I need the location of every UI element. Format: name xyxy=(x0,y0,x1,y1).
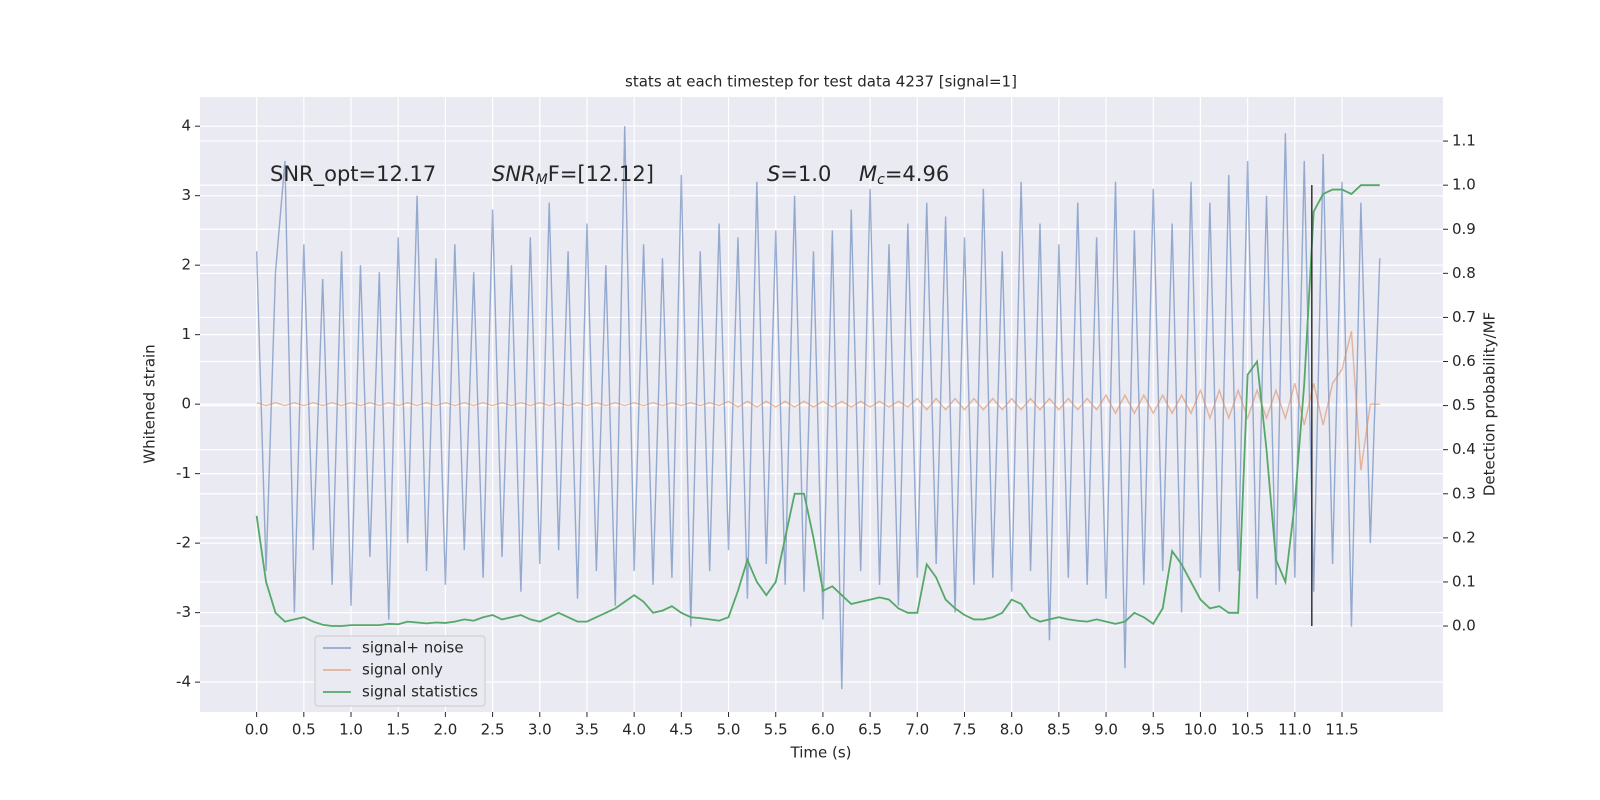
annotation-sub: c xyxy=(877,172,885,188)
x-tick-label: 9.5 xyxy=(1141,721,1165,739)
legend-label: signal only xyxy=(362,661,443,679)
y2-tick-label: 0.1 xyxy=(1452,572,1476,590)
y2-tick-label: 0.5 xyxy=(1452,396,1476,414)
annotation-tail: F=[12.12] xyxy=(548,162,654,186)
annotation: SNR_opt=12.17 xyxy=(270,162,436,187)
y2-axis-label: Detection probability/MF xyxy=(1481,312,1499,496)
x-tick-label: 2.5 xyxy=(481,721,505,739)
x-tick-label: 9.0 xyxy=(1094,721,1118,739)
x-tick-label: 3.5 xyxy=(575,721,599,739)
annotation-tail: =1.0 xyxy=(780,162,831,186)
series-line xyxy=(255,126,1381,690)
x-tick-label: 10.5 xyxy=(1231,721,1264,739)
legend-label: signal statistics xyxy=(362,683,478,701)
annotation-tail: =4.96 xyxy=(885,162,949,186)
y2-tick-label: 0.6 xyxy=(1452,352,1476,370)
annotation-text: M xyxy=(859,162,877,186)
x-tick-label: 5.5 xyxy=(764,721,788,739)
x-tick-label: 8.0 xyxy=(1000,721,1024,739)
series-line xyxy=(255,184,1380,627)
y2-tick-label: 0.4 xyxy=(1452,440,1476,458)
x-axis-label: Time (s) xyxy=(790,744,852,762)
y2-tick-label: 0.7 xyxy=(1452,308,1476,326)
y-tick-label: -3 xyxy=(176,603,191,621)
x-tick-label: 6.5 xyxy=(858,721,882,739)
x-tick-label: 8.5 xyxy=(1047,721,1071,739)
y2-tick-label: 0.0 xyxy=(1452,617,1476,635)
y2-tick-label: 0.9 xyxy=(1452,220,1476,238)
legend-label: signal+ noise xyxy=(362,639,464,657)
y-tick-label: 3 xyxy=(181,186,191,204)
y-tick-label: 4 xyxy=(181,117,191,135)
x-tick-label: 11.5 xyxy=(1325,721,1358,739)
annotation: Mc=4.96 xyxy=(859,162,949,188)
x-tick-label: 10.0 xyxy=(1184,721,1217,739)
y-tick-label: -2 xyxy=(176,534,191,552)
y-tick-label: -4 xyxy=(176,673,191,691)
series-line xyxy=(256,331,1380,471)
legend-box xyxy=(314,635,486,707)
x-tick-label: 0.5 xyxy=(292,721,316,739)
annotation-text: SNR_opt=12.17 xyxy=(270,162,436,187)
x-tick-label: 4.5 xyxy=(669,721,693,739)
y-tick-label: 1 xyxy=(181,325,191,343)
x-tick-label: 6.0 xyxy=(811,721,835,739)
chart-title: stats at each timestep for test data 423… xyxy=(625,73,1017,91)
x-tick-label: 3.0 xyxy=(528,721,552,739)
y-tick-label: 0 xyxy=(181,395,191,413)
x-tick-label: 0.0 xyxy=(245,721,269,739)
annotation-text: S xyxy=(767,162,780,186)
x-tick-label: 11.0 xyxy=(1278,721,1311,739)
x-tick-label: 5.0 xyxy=(717,721,741,739)
annotation: SNRMF=[12.12] xyxy=(492,162,654,188)
y2-tick-label: 0.8 xyxy=(1452,264,1476,282)
y2-tick-label: 0.3 xyxy=(1452,484,1476,502)
annotation: S=1.0 xyxy=(767,162,831,186)
x-tick-label: 7.5 xyxy=(953,721,977,739)
y-tick-label: -1 xyxy=(176,464,191,482)
x-tick-label: 2.0 xyxy=(433,721,457,739)
x-tick-label: 1.0 xyxy=(339,721,363,739)
annotation-sub: M xyxy=(536,172,548,188)
x-tick-label: 1.5 xyxy=(386,721,410,739)
x-tick-label: 4.0 xyxy=(622,721,646,739)
y2-tick-label: 1.1 xyxy=(1452,132,1476,150)
y2-tick-label: 0.2 xyxy=(1452,528,1476,546)
annotation-text: SNR xyxy=(492,162,536,186)
y-axis-label: Whitened strain xyxy=(141,344,159,463)
y-tick-label: 2 xyxy=(181,256,191,274)
y2-tick-label: 1.0 xyxy=(1452,176,1476,194)
x-tick-label: 7.0 xyxy=(905,721,929,739)
